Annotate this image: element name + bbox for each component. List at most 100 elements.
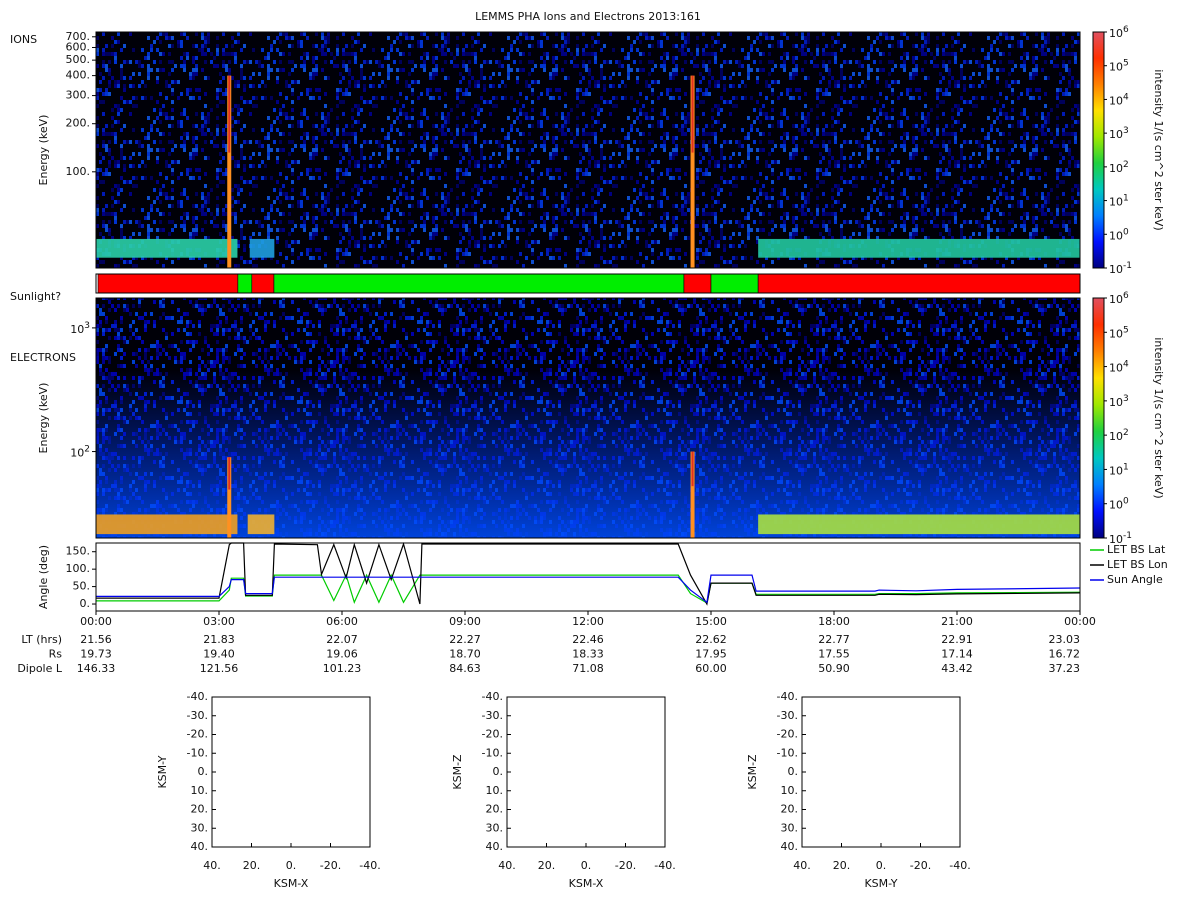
y-tick-label: 103 [70,320,90,336]
y-tick-label: 40. [486,840,504,853]
colorbar-tick-label: 103 [1109,126,1129,142]
colorbar-tick-label-exp: 5 [1123,58,1129,68]
orbit-shape [258,733,332,807]
y-tick-label: 102 [70,444,90,460]
orbit-shape [268,800,273,805]
x-tick-label: 15:00 [695,615,727,628]
x-tick-label: 40. [203,859,221,872]
orbit-shape [584,770,588,774]
orbit-shape [879,770,883,774]
y-tick-label: 20. [191,803,209,816]
y-tick-label: -10. [777,746,798,759]
orbit-shape [517,694,538,850]
spike [690,451,695,538]
orbit-shape [871,754,906,808]
orbit-shape [530,694,564,850]
colorbar-tick-label-base: 10 [1109,94,1123,107]
orbit-shape [913,776,918,781]
segment [710,273,759,294]
ephemeris-value: 19.40 [203,648,235,661]
colorbar-tick-label-exp: 2 [1123,428,1129,438]
y-tick-label: 10. [486,784,504,797]
ephemeris-value: 19.06 [326,648,358,661]
colorbar-tick-label-base: 10 [1109,27,1123,40]
x-tick-label: -40. [654,859,675,872]
x-tick-label: 18:00 [818,615,850,628]
panel-label: ELECTRONS [10,351,76,364]
orbit-box [211,696,371,848]
orbit-shape [549,732,623,794]
y-tick-label: 100. [66,165,91,178]
ephemeris-value: 17.95 [695,648,727,661]
y-tick-label: -30. [777,709,798,722]
ephemeris-value: 18.70 [449,648,481,661]
x-tick-label: 00:00 [80,615,112,628]
colorbar-tick-label-exp: 2 [1123,159,1129,169]
y-tick-label: 10. [781,784,799,797]
colorbar-tick-label-base: 10 [1109,128,1123,141]
colorbar-tick-label: 103 [1109,393,1129,409]
series-line [96,541,1081,606]
ephemeris-value: 22.62 [695,633,727,646]
legend-label: Sun Angle [1107,573,1163,586]
y-axis-label: KSM-Z [746,754,759,790]
spike-core [691,75,694,153]
ephemeris-value: 16.72 [1049,648,1081,661]
colorbar-tick-label-exp: 4 [1123,359,1129,369]
colorbar-tick-label-base: 10 [1109,263,1123,276]
glow [96,298,1080,538]
segment [251,273,275,294]
orbit-shape [304,784,314,792]
segment [237,273,253,294]
axes-box [95,273,1081,294]
segment [273,273,685,294]
legend-label: LET BS Lat [1107,543,1166,556]
ephemeris-value: 22.27 [449,633,481,646]
spike [227,75,232,268]
band [249,238,275,258]
y-tick-label: -40. [777,690,798,703]
y-tick-label: -10. [482,746,503,759]
colorbar-tick-label-base: 10 [1109,327,1123,340]
x-tick-label: 06:00 [326,615,358,628]
colorbar-tick-label: 10-1 [1109,261,1132,277]
colorbar-tick-label-exp: 6 [1123,291,1129,301]
y-axis-label: KSM-Z [451,754,464,790]
axes-box [95,31,1081,269]
y-tick-label: 400. [66,69,91,82]
y-axis-label: Energy (keV) [37,383,50,454]
y-tick-label-base: 10 [70,323,84,336]
spike-core [228,457,231,490]
y-tick-label: 200. [66,117,91,130]
y-tick-label-base: 10 [70,447,84,460]
colorbar-tick-label-base: 10 [1109,362,1123,375]
colorbar-tick-label-base: 10 [1109,61,1123,74]
colorbar-tick-label-base: 10 [1109,293,1123,306]
ephemeris-value: 22.91 [941,633,973,646]
segment [757,273,1081,294]
colorbar [1092,297,1105,539]
colorbar-tick-label-exp: 0 [1123,227,1129,237]
x-tick-label: -20. [615,859,636,872]
ephemeris-value: 121.56 [200,662,239,675]
ephemeris-label: Rs [49,648,63,661]
ephemeris-value: 146.33 [77,662,116,675]
y-tick-label: 40. [781,840,799,853]
y-tick-label: 0. [198,765,209,778]
colorbar-tick-label: 102 [1109,159,1129,175]
x-tick-label: 12:00 [572,615,604,628]
y-tick-label: 600. [66,40,91,53]
band [96,238,238,258]
y-axis-label: KSM-Y [156,755,169,788]
colorbar-tick-label-exp: 4 [1123,92,1129,102]
x-tick-label: 09:00 [449,615,481,628]
x-tick-label: 20. [833,859,851,872]
y-tick-label: 20. [486,803,504,816]
legend-label: LET BS Lon [1107,558,1168,571]
y-tick-label: 0. [788,765,799,778]
ephemeris-value: 84.63 [449,662,481,675]
colorbar-tick-label-exp: -1 [1123,261,1132,271]
ephemeris-label: Dipole L [17,662,63,675]
colorbar-tick-label-base: 10 [1109,396,1123,409]
y-tick-label: 100. [66,562,91,575]
